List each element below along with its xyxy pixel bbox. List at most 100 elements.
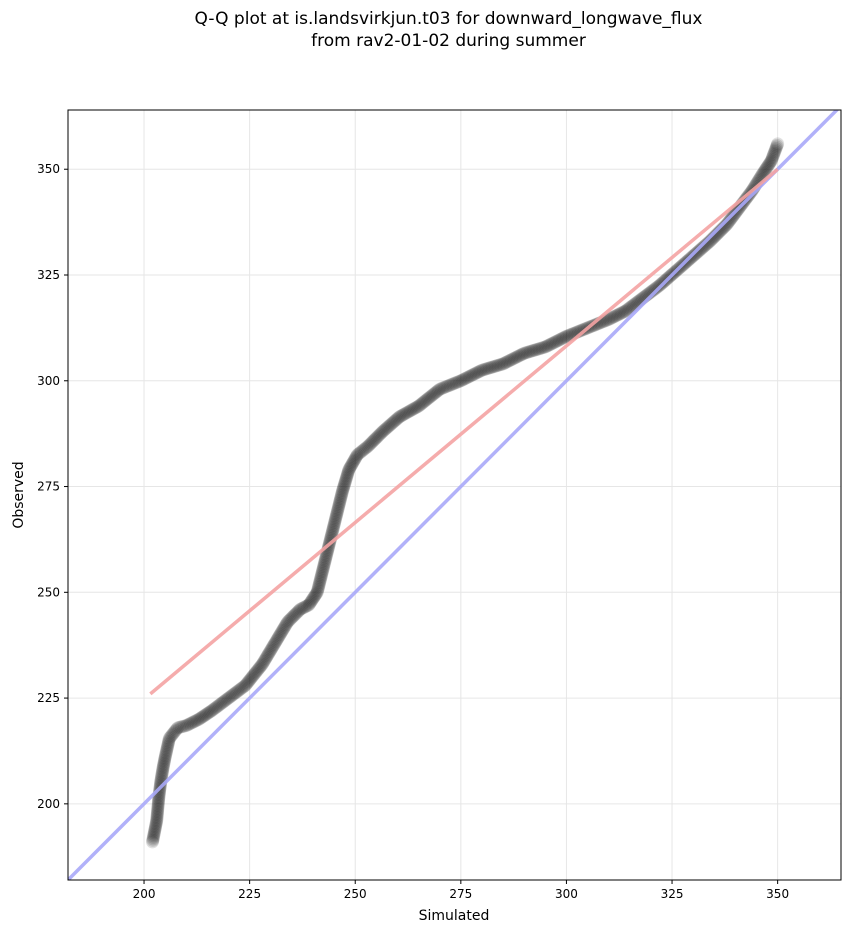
qq-point [696, 241, 710, 254]
qq-point [721, 216, 735, 230]
qq-point [610, 308, 624, 322]
qq-point [513, 348, 527, 362]
qq-point [281, 615, 295, 629]
qq-point [306, 592, 320, 606]
y-tick-label: 325 [37, 268, 60, 282]
qq-point [486, 360, 500, 374]
qq-point [369, 431, 383, 445]
qq-point [282, 614, 296, 628]
qq-point [517, 346, 531, 360]
qq-point [274, 626, 288, 640]
qq-point [445, 377, 459, 391]
qq-point [459, 371, 473, 385]
qq-point [258, 653, 272, 667]
qq-point [157, 756, 171, 770]
y-axis-label: Observed [11, 461, 27, 528]
qq-point [150, 814, 164, 828]
qq-point [259, 652, 273, 666]
qq-point [512, 349, 526, 363]
qq-point [528, 343, 542, 357]
qq-point [401, 405, 415, 419]
qq-point [481, 361, 495, 375]
qq-point [406, 402, 420, 416]
qq-point [335, 485, 349, 499]
qq-point [722, 215, 736, 229]
qq-point [321, 541, 335, 555]
qq-point [341, 464, 355, 478]
qq-point [646, 283, 660, 297]
qq-point [454, 374, 468, 388]
qq-point [264, 643, 278, 657]
qq-point [205, 704, 219, 718]
qq-point [236, 680, 250, 694]
qq-point [271, 630, 285, 644]
qq-point [157, 755, 171, 769]
qq-point [548, 335, 562, 349]
qq-point [393, 410, 407, 424]
qq-point [299, 599, 313, 613]
qq-point [431, 383, 445, 397]
qq-point [648, 282, 662, 296]
qq-point [331, 501, 345, 515]
qq-point [313, 573, 327, 587]
qq-point [291, 605, 305, 619]
qq-point [405, 403, 419, 417]
qq-point [725, 211, 739, 225]
qq-point [326, 523, 340, 537]
qq-point [329, 511, 343, 525]
qq-point [273, 628, 287, 642]
qq-point [523, 344, 537, 358]
qq-point [156, 761, 170, 775]
qq-point [769, 141, 783, 155]
qq-point [203, 705, 217, 719]
qq-point [296, 601, 310, 615]
qq-point [182, 717, 196, 731]
qq-point [363, 437, 377, 451]
qq-point [770, 138, 784, 152]
qq-point [588, 318, 602, 332]
qq-point [176, 719, 190, 733]
qq-point [201, 706, 215, 720]
qq-point [211, 699, 225, 713]
qq-point [154, 770, 168, 784]
qq-point [271, 632, 285, 646]
qq-point [377, 423, 391, 437]
qq-point [602, 312, 616, 326]
qq-point [532, 342, 546, 356]
qq-point [194, 711, 208, 725]
qq-point [609, 309, 623, 323]
qq-point [370, 430, 384, 444]
qq-point [467, 367, 481, 381]
qq-point [149, 818, 163, 832]
qq-point [429, 385, 443, 399]
qq-point [147, 829, 161, 843]
qq-point [152, 792, 166, 806]
qq-point [496, 357, 510, 371]
qq-point [614, 306, 628, 320]
qq-point [151, 803, 165, 817]
qq-point [621, 302, 635, 316]
qq-point [558, 330, 572, 344]
y-tick-label: 250 [37, 585, 60, 599]
qq-point [239, 677, 253, 691]
qq-point [606, 310, 620, 324]
qq-point [430, 384, 444, 398]
qq-point [502, 354, 516, 368]
qq-point [622, 301, 636, 315]
qq-point [398, 407, 412, 421]
qq-point [323, 533, 337, 547]
qq-point [218, 694, 232, 708]
qq-point [317, 558, 331, 572]
qq-point [479, 362, 493, 376]
qq-point [170, 722, 184, 736]
qq-point [334, 492, 348, 506]
qq-point [155, 767, 169, 781]
qq-point [349, 451, 363, 464]
x-axis-label: Simulated [419, 908, 490, 924]
qq-point [209, 701, 223, 715]
x-tick-label: 250 [344, 887, 367, 901]
qq-point [769, 140, 783, 154]
qq-point [490, 359, 504, 373]
qq-point [284, 611, 298, 625]
qq-point [509, 351, 523, 364]
